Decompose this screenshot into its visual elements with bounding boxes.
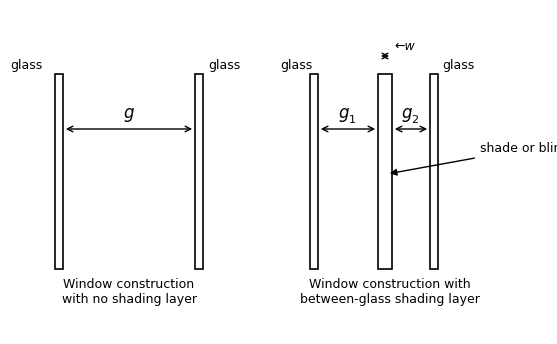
Text: 1: 1: [349, 115, 355, 125]
Text: glass: glass: [442, 59, 474, 72]
Text: 2: 2: [412, 115, 418, 125]
Text: Window construction
with no shading layer: Window construction with no shading laye…: [61, 278, 197, 306]
Text: glass: glass: [280, 59, 312, 72]
Text: g: g: [339, 104, 349, 122]
Text: ←w: ←w: [394, 40, 415, 53]
Text: g: g: [402, 104, 412, 122]
Text: g: g: [124, 104, 134, 122]
Bar: [430, 74, 438, 269]
Bar: [195, 74, 203, 269]
Bar: [55, 74, 63, 269]
Bar: [378, 74, 392, 269]
Text: Window construction with
between-glass shading layer: Window construction with between-glass s…: [300, 278, 480, 306]
Bar: [310, 74, 318, 269]
Text: glass: glass: [208, 59, 240, 72]
Text: glass: glass: [10, 59, 42, 72]
Text: shade or blind: shade or blind: [391, 142, 557, 175]
